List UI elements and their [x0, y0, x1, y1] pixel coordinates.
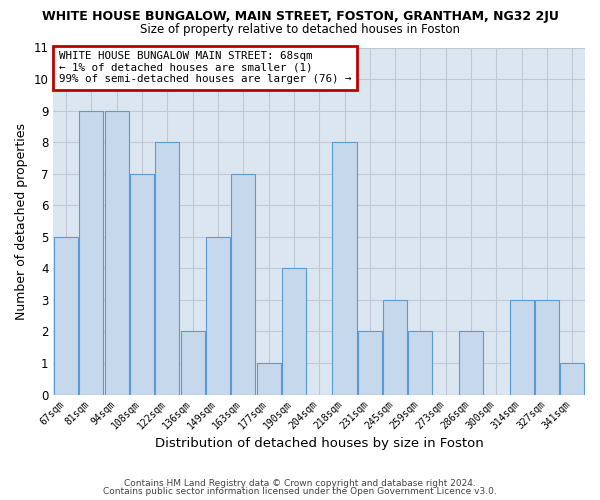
Bar	[79, 110, 103, 395]
Bar	[257, 363, 281, 394]
Bar	[383, 300, 407, 394]
Bar	[332, 142, 356, 395]
Bar	[54, 237, 78, 394]
Y-axis label: Number of detached properties: Number of detached properties	[15, 122, 28, 320]
Text: WHITE HOUSE BUNGALOW, MAIN STREET, FOSTON, GRANTHAM, NG32 2JU: WHITE HOUSE BUNGALOW, MAIN STREET, FOSTO…	[41, 10, 559, 23]
X-axis label: Distribution of detached houses by size in Foston: Distribution of detached houses by size …	[155, 437, 484, 450]
Bar	[206, 237, 230, 394]
Text: Contains HM Land Registry data © Crown copyright and database right 2024.: Contains HM Land Registry data © Crown c…	[124, 478, 476, 488]
Text: Size of property relative to detached houses in Foston: Size of property relative to detached ho…	[140, 22, 460, 36]
Bar	[535, 300, 559, 394]
Bar	[130, 174, 154, 394]
Bar	[181, 332, 205, 394]
Bar	[358, 332, 382, 394]
Bar	[104, 110, 129, 395]
Bar	[509, 300, 534, 394]
Bar	[560, 363, 584, 394]
Bar	[231, 174, 255, 394]
Bar	[409, 332, 433, 394]
Bar	[282, 268, 306, 394]
Bar	[459, 332, 483, 394]
Text: WHITE HOUSE BUNGALOW MAIN STREET: 68sqm
← 1% of detached houses are smaller (1)
: WHITE HOUSE BUNGALOW MAIN STREET: 68sqm …	[59, 51, 351, 84]
Text: Contains public sector information licensed under the Open Government Licence v3: Contains public sector information licen…	[103, 487, 497, 496]
Bar	[155, 142, 179, 395]
